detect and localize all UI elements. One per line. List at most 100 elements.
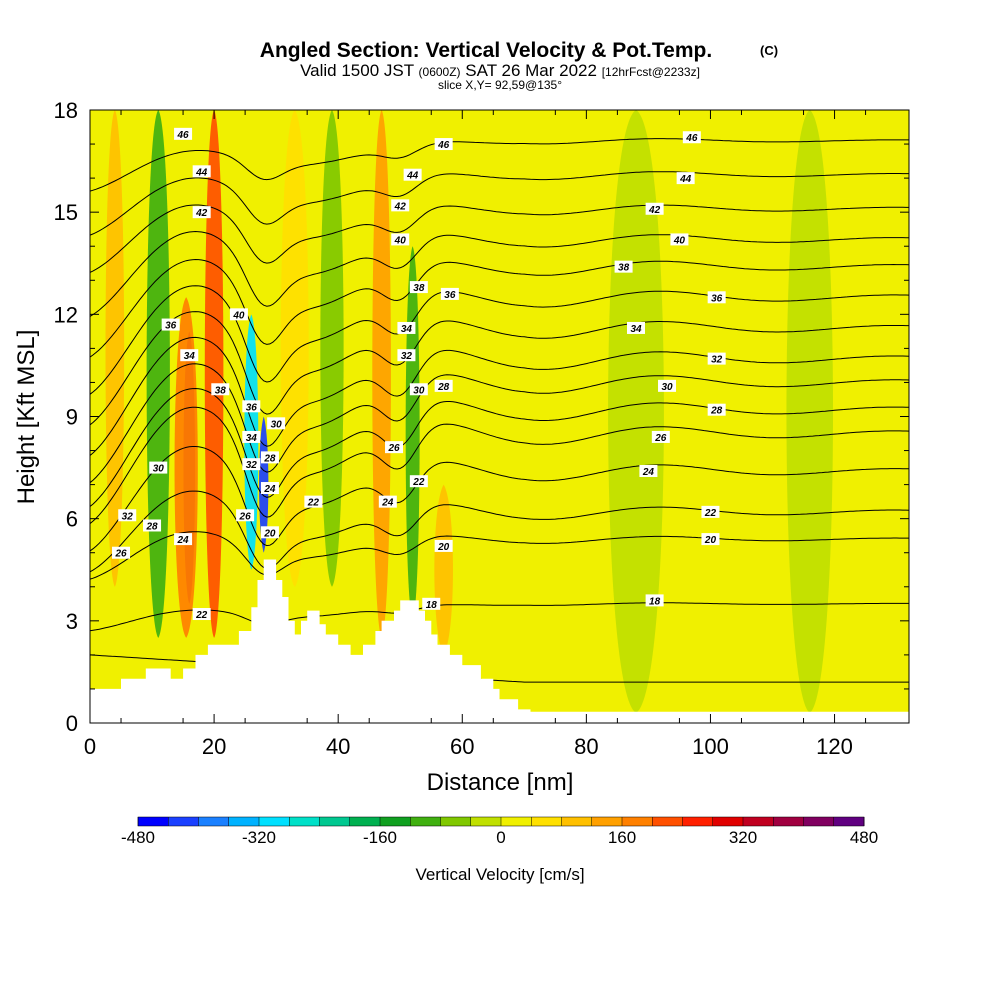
velocity-band-7 <box>280 110 309 587</box>
isentrope-label-text: 32 <box>246 460 258 471</box>
isentrope-32 <box>90 336 909 456</box>
isentrope-label-text: 36 <box>711 293 723 304</box>
isentrope-44 <box>90 171 909 236</box>
velocity-band-4 <box>146 110 170 638</box>
isentrope-label-28: 28 <box>143 519 162 532</box>
colorbar: -480 -320 -160 0 160 320 480 <box>121 816 878 847</box>
isentrope-label-38: 38 <box>409 281 428 294</box>
isentrope-label-42: 42 <box>192 206 211 219</box>
isentrope-label-36: 36 <box>440 287 459 301</box>
chart-slice-info: slice X,Y= 92,59@135° <box>438 78 562 92</box>
colorbar-swatch <box>652 817 683 826</box>
isentrope-label-text: 26 <box>654 433 667 444</box>
isentrope-contours <box>90 138 909 683</box>
velocity-band-12 <box>474 110 512 706</box>
colorbar-swatch <box>289 817 320 826</box>
colorbar-swatch <box>561 817 593 826</box>
isentrope-label-text: 38 <box>618 263 630 274</box>
isentrope-label-24: 24 <box>174 533 193 546</box>
isentrope-label-22: 22 <box>701 505 720 519</box>
isentrope-label-text: 46 <box>685 133 698 144</box>
isentrope-label-38: 38 <box>211 383 230 396</box>
isentrope-label-36: 36 <box>242 400 261 413</box>
isentrope-label-text: 26 <box>239 511 252 522</box>
colorbar-swatch <box>622 817 653 826</box>
colorbar-swatch <box>803 817 835 826</box>
isentrope-label-text: 30 <box>661 382 673 393</box>
isentrope-28 <box>90 387 909 507</box>
isentrope-label-44: 44 <box>192 165 211 178</box>
isentrope-label-26: 26 <box>112 546 131 560</box>
colorbar-swatch <box>591 817 623 826</box>
isentrope-label-text: 44 <box>195 167 208 178</box>
subtitle-fcst: [12hrFcst@2233z] <box>602 65 700 79</box>
y-axis-title: Height [Kft MSL] <box>13 330 40 505</box>
isentrope-label-30: 30 <box>409 383 428 396</box>
y-tick-label: 9 <box>66 405 78 430</box>
isentrope-20 <box>90 531 909 580</box>
isentrope-label-text: 38 <box>413 283 425 294</box>
isentrope-label-26: 26 <box>651 430 670 444</box>
y-tick-label: 12 <box>54 302 78 327</box>
isentrope-label-text: 36 <box>165 321 177 332</box>
isentrope-label-text: 26 <box>114 549 127 560</box>
subtitle-date: SAT 26 Mar 2022 <box>465 61 597 80</box>
colorbar-tick-label: -320 <box>242 828 276 847</box>
isentrope-label-text: 40 <box>232 310 245 321</box>
isentrope-label-text: 32 <box>401 351 413 362</box>
isentrope-label-28: 28 <box>434 379 453 393</box>
colorbar-tick-label: 160 <box>608 828 636 847</box>
isentrope-label-text: 34 <box>630 324 642 335</box>
isentrope-label-text: 42 <box>195 208 208 219</box>
subtitle-valid: Valid 1500 JST <box>300 61 414 80</box>
x-tick-label: 40 <box>326 734 350 759</box>
isentrope-label-30: 30 <box>149 461 168 475</box>
isentrope-label-18: 18 <box>645 594 664 607</box>
isentrope-label-text: 24 <box>177 535 190 546</box>
isentrope-label-text: 22 <box>412 477 425 488</box>
isentrope-label-text: 24 <box>381 498 394 509</box>
isentrope-label-text: 30 <box>153 464 165 475</box>
isentrope-label-text: 46 <box>437 140 450 151</box>
isentrope-label-text: 26 <box>387 443 400 454</box>
colorbar-tick-label: -480 <box>121 828 155 847</box>
chart-subtitle: Valid 1500 JST (0600Z) SAT 26 Mar 2022 [… <box>300 61 700 80</box>
colorbar-swatch <box>682 817 714 826</box>
isentrope-label-text: 18 <box>426 600 438 611</box>
isentrope-label-34: 34 <box>180 349 199 362</box>
isentrope-label-32: 32 <box>397 349 416 362</box>
isentrope-label-24: 24 <box>639 464 658 478</box>
isentrope-label-text: 24 <box>642 467 655 478</box>
colorbar-swatch <box>349 817 381 826</box>
isentrope-label-text: 28 <box>437 382 450 393</box>
x-tick-label: 60 <box>450 734 474 759</box>
vertical-velocity-field <box>105 110 833 713</box>
y-tick-label: 18 <box>54 98 78 123</box>
isentrope-label-text: 34 <box>401 324 413 335</box>
colorbar-swatch <box>410 817 441 826</box>
isentrope-label-text: 28 <box>145 521 158 532</box>
y-tick-label: 0 <box>66 711 78 736</box>
isentrope-46 <box>90 138 909 192</box>
isentrope-label-18: 18 <box>422 597 441 611</box>
isentrope-label-28: 28 <box>260 451 279 464</box>
isentrope-label-24: 24 <box>378 495 397 509</box>
velocity-band-8 <box>320 110 344 587</box>
colorbar-swatch <box>380 817 411 826</box>
x-axis-title: Distance [nm] <box>427 769 574 796</box>
y-tick-label: 3 <box>66 609 78 634</box>
isentrope-label-26: 26 <box>236 509 255 522</box>
colorbar-tick-label: 320 <box>729 828 757 847</box>
colorbar-swatch <box>198 817 230 826</box>
isentrope-label-34: 34 <box>242 430 261 444</box>
isentrope-42 <box>90 204 909 273</box>
subtitle-utc: (0600Z) <box>419 65 461 79</box>
isentrope-label-text: 30 <box>413 385 425 396</box>
colorbar-tick-label: 480 <box>850 828 878 847</box>
colorbar-swatch <box>138 817 169 826</box>
y-tick-label: 6 <box>66 507 78 532</box>
isentrope-label-36: 36 <box>707 291 726 304</box>
isentrope-label-44: 44 <box>403 168 422 182</box>
